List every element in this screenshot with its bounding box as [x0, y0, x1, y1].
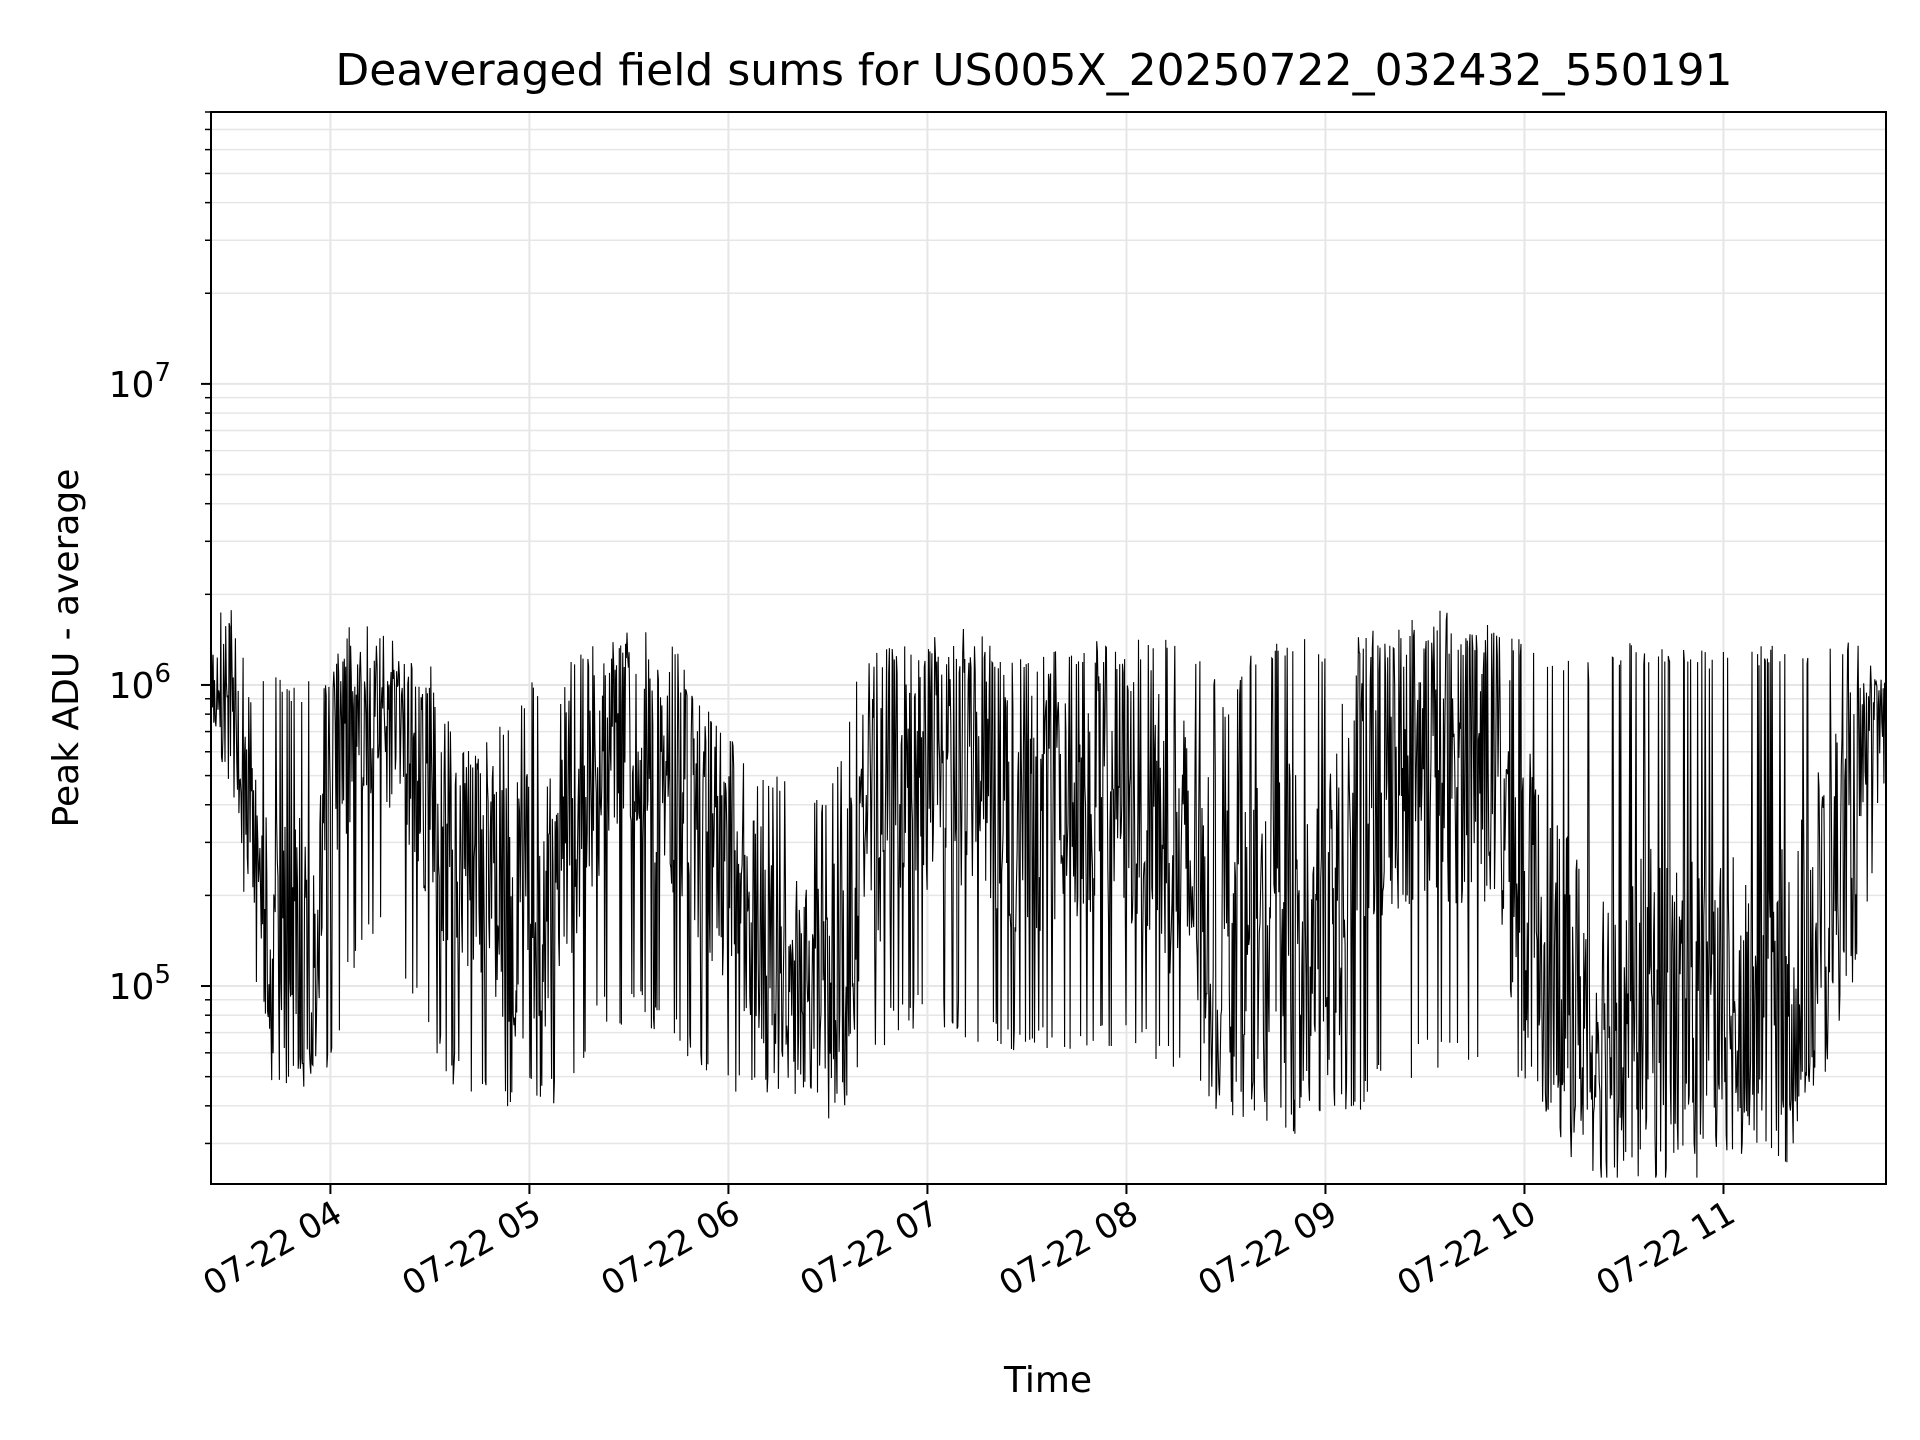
- y-axis-label: Peak ADU - average: [46, 469, 87, 828]
- plot-frame: [210, 111, 1887, 1185]
- x-tick-label: 07-22 10: [1391, 1193, 1543, 1304]
- y-tick-exponent: 7: [154, 358, 171, 388]
- x-tick-label: 07-22 09: [1192, 1193, 1344, 1304]
- x-tick-label: 07-22 07: [794, 1193, 946, 1304]
- x-axis-label: Time: [1003, 1360, 1092, 1401]
- y-tick-exponent: 6: [154, 659, 171, 689]
- y-tick-base: 10: [109, 967, 155, 1008]
- series-path: [210, 610, 1887, 1178]
- y-tick-exponent: 5: [154, 960, 171, 990]
- x-tick-label: 07-22 08: [993, 1193, 1145, 1304]
- series-line: [210, 610, 1887, 1178]
- x-tick-label: 07-22 05: [396, 1193, 548, 1304]
- y-tick-base: 10: [109, 365, 155, 406]
- y-tick-label: 107: [109, 358, 171, 406]
- y-tick-base: 10: [109, 666, 155, 707]
- y-tick-label: 105: [109, 960, 171, 1008]
- chart-title: Deaveraged field sums for US005X_2025072…: [335, 45, 1732, 96]
- x-axis: 07-22 04 07-22 05 07-22 06 07-22 07 07-22 08…: [197, 1184, 1742, 1304]
- y-tick-label: 106: [109, 659, 171, 707]
- x-tick-label: 07-22 11: [1590, 1193, 1742, 1304]
- x-tick-label: 07-22 04: [197, 1193, 349, 1304]
- x-tick-label: 07-22 06: [595, 1193, 747, 1304]
